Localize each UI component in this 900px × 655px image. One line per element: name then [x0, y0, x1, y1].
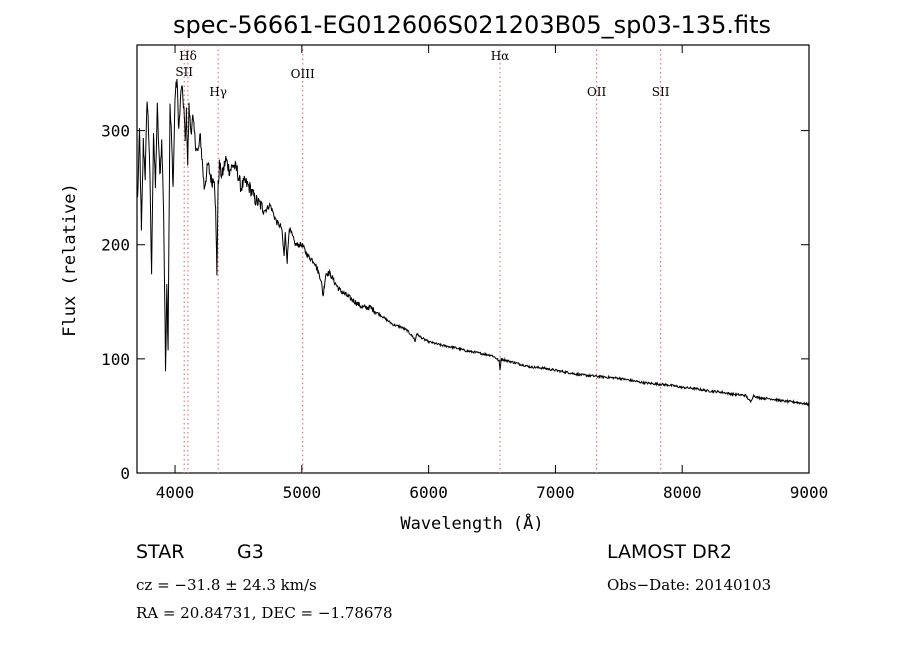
x-tick-label: 9000: [790, 483, 829, 502]
x-tick-label: 5000: [283, 483, 322, 502]
survey-name: LAMOST DR2: [607, 541, 732, 563]
emission-line-label: SII: [652, 85, 670, 99]
redshift-cz: cz = −31.8 ± 24.3 km/s: [136, 576, 317, 594]
x-tick-label: 8000: [663, 483, 702, 502]
y-tick-label: 0: [120, 464, 130, 483]
y-tick-label: 200: [101, 236, 130, 255]
axis-ticks: 4000 5000 6000 7000 8000 9000 0 100 200 300: [101, 45, 828, 502]
emission-line-label: OIII: [291, 67, 315, 81]
x-tick-label: 7000: [536, 483, 575, 502]
x-tick-label: 4000: [156, 483, 195, 502]
emission-line-label: Hα: [491, 49, 510, 63]
emission-line-label: Hγ: [209, 85, 227, 99]
y-tick-label: 100: [101, 350, 130, 369]
plot-frame: [136, 44, 810, 474]
y-tick-label: 300: [101, 122, 130, 141]
object-class: STAR: [136, 541, 184, 563]
ra-dec: RA = 20.84731, DEC = −1.78678: [136, 604, 393, 622]
x-tick-label: 6000: [409, 483, 448, 502]
emission-line-label: Hδ: [179, 49, 197, 63]
y-axis-label: Flux (relative): [60, 183, 80, 337]
spectrum-line: [137, 78, 810, 407]
chart-title: spec-56661-EG012606S021203B05_sp03-135.f…: [173, 11, 771, 39]
x-axis-label: Wavelength (Å): [400, 512, 543, 534]
emission-lines: Hδ SII Hγ OIII Hα OII SII: [175, 45, 670, 473]
emission-line-label: OII: [587, 85, 607, 99]
object-subclass: G3: [237, 541, 264, 563]
obs-date: Obs−Date: 20140103: [607, 576, 771, 594]
emission-line-label: SII: [175, 65, 193, 79]
